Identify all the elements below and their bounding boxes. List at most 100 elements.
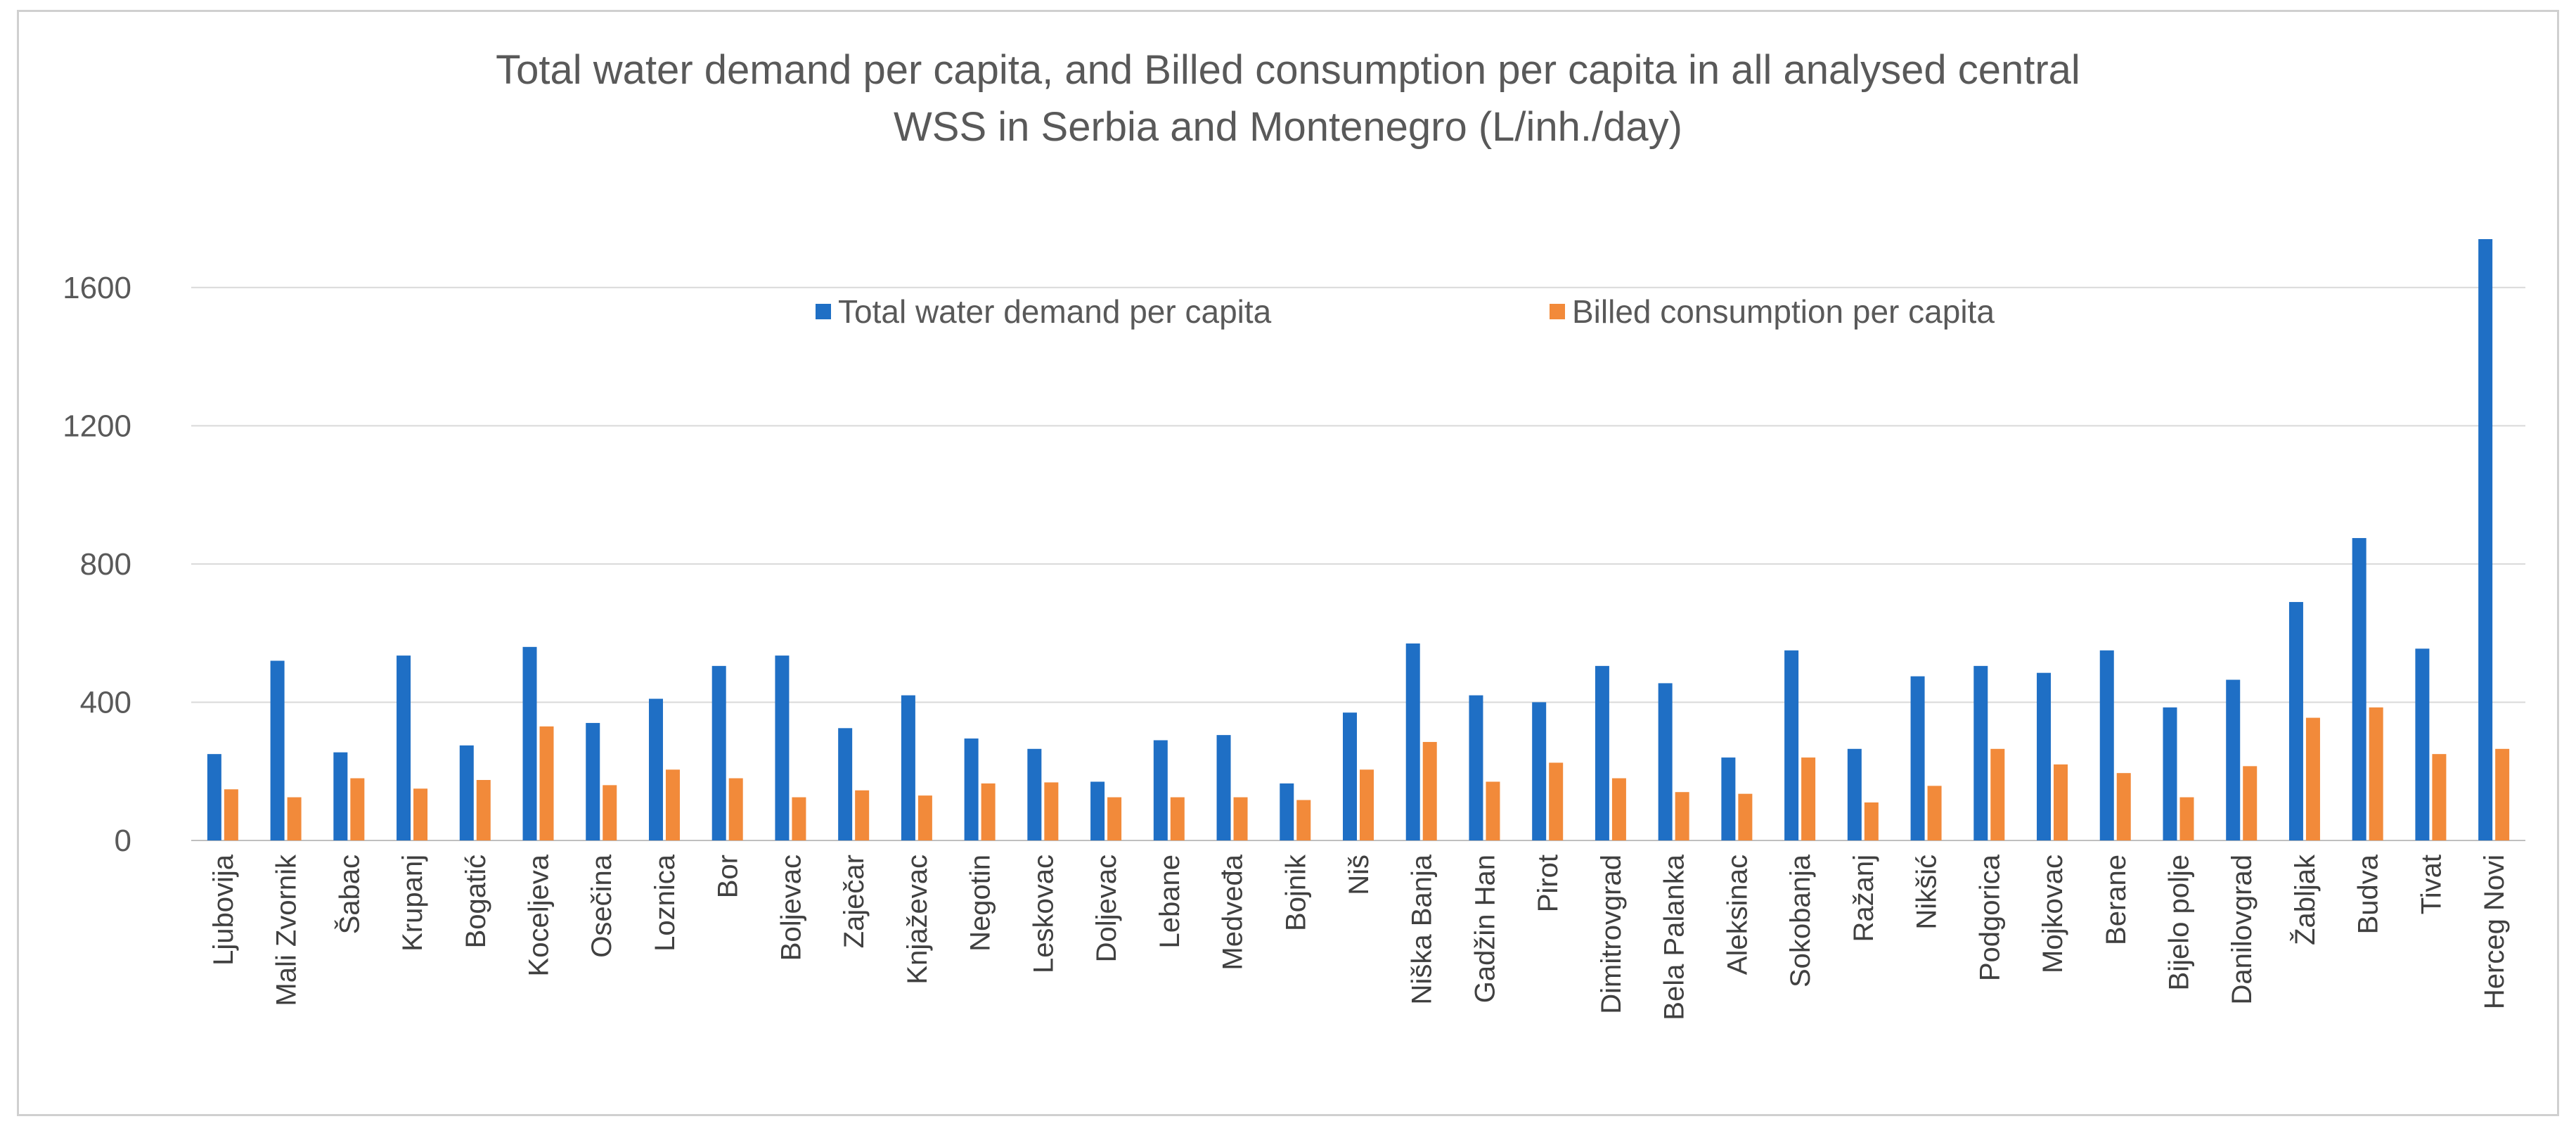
x-category-label: Gadžin Han (1469, 855, 1500, 1003)
bar-total-demand-doljevac (1090, 781, 1105, 840)
bar-total-demand-bogatic (459, 745, 474, 840)
x-category-label: Osečina (586, 854, 617, 957)
bar-total-demand-osecina (586, 722, 600, 840)
bar-billed-consumption-medve-a (1233, 797, 1248, 840)
bar-billed-consumption-nis (1360, 769, 1374, 840)
bar-total-demand-budva (2352, 538, 2366, 840)
bar-billed-consumption-loznica (665, 769, 680, 840)
bar-billed-consumption-sabac (350, 778, 365, 840)
x-category-label: Bor (713, 855, 744, 898)
bar-total-demand-nis (1343, 712, 1357, 840)
x-category-label: Koceljeva (524, 854, 555, 976)
bar-billed-consumption-bogatic (476, 780, 491, 840)
bar-total-demand-knjazevac (901, 695, 915, 840)
bar-total-demand-zajecar (838, 728, 853, 840)
x-category-label: Leskovac (1028, 855, 1059, 973)
bar-total-demand-podgorica (1973, 665, 1988, 840)
bar-total-demand-boljevac (775, 655, 790, 840)
y-tick-label: 0 (115, 824, 131, 858)
bar-billed-consumption-koceljeva (539, 726, 554, 840)
y-tick-label: 800 (80, 547, 131, 582)
bar-billed-consumption-razanj (1864, 802, 1879, 840)
bar-total-demand-danilovgrad (2226, 679, 2241, 840)
bar-total-demand-mojkovac (2037, 672, 2052, 840)
x-category-label: Bojnik (1280, 854, 1311, 931)
x-category-label: Podgorica (1974, 854, 2005, 981)
x-category-label: Lebane (1154, 855, 1185, 948)
x-category-label: Niška Banja (1407, 854, 1438, 1004)
x-category-label: Negotin (965, 855, 996, 952)
bar-billed-consumption-osecina (603, 785, 617, 840)
legend-label-total-demand: Total water demand per capita (838, 293, 1272, 330)
x-category-label: Budva (2353, 854, 2384, 934)
y-tick-label: 400 (80, 685, 131, 719)
bar-billed-consumption-dimitrovgrad (1611, 778, 1626, 840)
bar-total-demand-herceg-novi (2478, 239, 2493, 840)
y-tick-label: 1200 (63, 409, 131, 443)
x-category-label: Dimitrovgrad (1596, 855, 1627, 1014)
bar-total-demand-niska-banja (1405, 643, 1420, 840)
x-category-label: Mali Zvornik (271, 854, 302, 1006)
bar-total-demand-ljubovija (207, 754, 221, 840)
bar-billed-consumption-zabljak (2305, 717, 2320, 840)
bar-total-demand-bor (711, 665, 726, 840)
bar-total-demand-leskovac (1027, 748, 1042, 840)
gridlines (191, 286, 2525, 841)
bar-total-demand-razanj (1847, 748, 1862, 840)
bar-billed-consumption-pirot (1549, 762, 1564, 840)
x-category-label: Bogatić (461, 855, 491, 948)
x-category-label: Ražanj (1848, 855, 1879, 942)
bar-billed-consumption-bela-palanka (1675, 792, 1689, 840)
bar-billed-consumption-krupanj (413, 788, 428, 840)
bar-billed-consumption-knjazevac (917, 795, 932, 840)
bar-total-demand-dimitrovgrad (1595, 665, 1609, 840)
bar-billed-consumption-berane (2116, 773, 2131, 840)
bar-total-demand-gadzin-han (1469, 695, 1483, 840)
bar-billed-consumption-leskovac (1044, 782, 1059, 840)
bar-billed-consumption-tivat (2432, 754, 2447, 840)
bar-billed-consumption-mali-zvornik (287, 797, 302, 840)
bar-billed-consumption-budva (2369, 707, 2383, 840)
bar-billed-consumption-lebane (1170, 797, 1185, 840)
bar-total-demand-lebane (1153, 740, 1168, 840)
x-category-label: Knjaževac (902, 855, 933, 985)
chart-title-line-2: WSS in Serbia and Montenegro (L/inh./day… (894, 104, 1682, 150)
bar-total-demand-koceljeva (522, 646, 537, 840)
bar-total-demand-loznica (648, 698, 663, 840)
bar-billed-consumption-niksic (1927, 786, 1942, 840)
bar-total-demand-bojnik (1280, 783, 1294, 840)
bar-total-demand-niksic (1910, 676, 1925, 840)
bar-billed-consumption-herceg-novi (2495, 748, 2510, 840)
bar-total-demand-medve-a (1216, 735, 1231, 840)
legend-swatch-total-demand (816, 304, 831, 319)
x-axis-categories: Ljubovija Mali Zvornik Šabac Krupanj Bogatić… (208, 854, 2510, 1021)
x-category-label: Niš (1344, 855, 1374, 895)
x-category-label: Aleksinac (1722, 855, 1753, 975)
bar-total-demand-pirot (1532, 702, 1547, 840)
bar-billed-consumption-bojnik (1296, 800, 1311, 840)
x-category-label: Krupanj (397, 855, 428, 952)
bar-total-demand-negotin (964, 738, 979, 840)
bar-total-demand-bijelo-polje (2163, 707, 2177, 840)
bar-billed-consumption-bijelo-polje (2179, 797, 2194, 840)
x-category-label: Ljubovija (208, 854, 239, 966)
bar-billed-consumption-aleksinac (1738, 793, 1753, 840)
x-category-label: Tivat (2416, 855, 2447, 914)
bar-total-demand-sabac (333, 752, 348, 840)
x-category-label: Loznica (650, 854, 681, 952)
x-category-label: Medveđa (1218, 854, 1249, 970)
bar-billed-consumption-zajecar (855, 790, 870, 840)
bars (207, 239, 2510, 840)
bar-total-demand-sokobanja (1784, 650, 1799, 840)
bar-total-demand-aleksinac (1721, 757, 1736, 840)
x-category-label: Berane (2101, 855, 2132, 945)
bar-total-demand-zabljak (2288, 601, 2303, 840)
legend-label-billed-consumption: Billed consumption per capita (1572, 293, 1995, 330)
bar-total-demand-krupanj (397, 655, 411, 840)
bar-billed-consumption-gadzin-han (1486, 781, 1500, 840)
bar-billed-consumption-boljevac (792, 797, 806, 840)
bar-billed-consumption-bor (728, 778, 743, 840)
x-category-label: Sokobanja (1785, 854, 1816, 987)
y-axis-ticks: 0 400 800 1200 1600 (63, 271, 131, 858)
bar-billed-consumption-negotin (981, 783, 996, 840)
